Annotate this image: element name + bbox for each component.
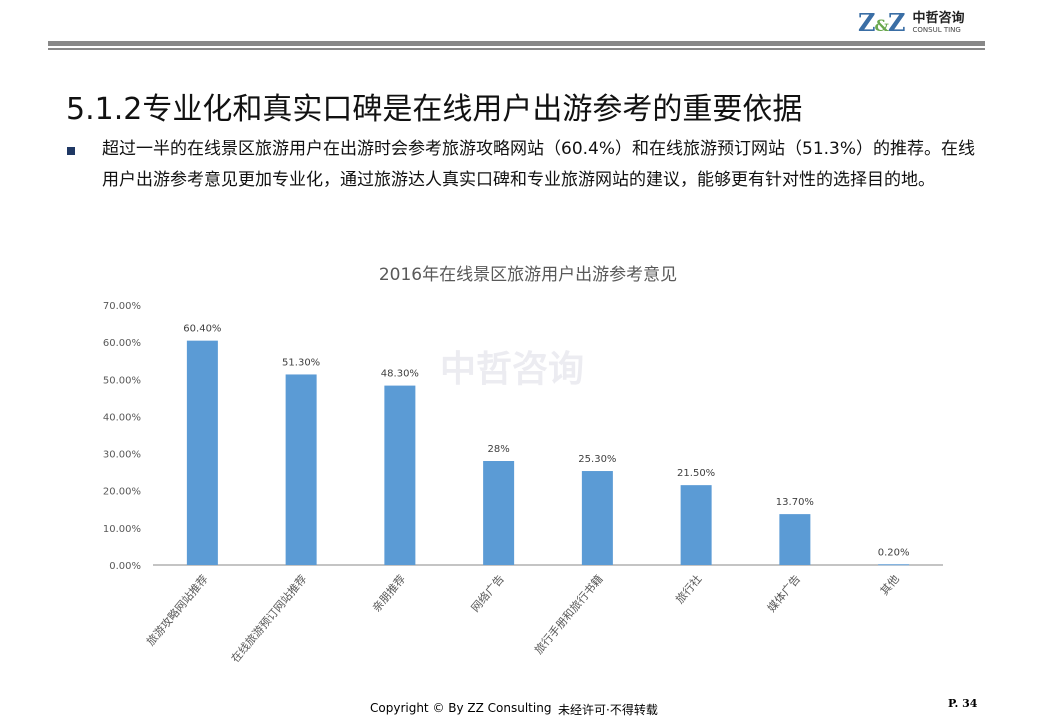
y-tick-label: 70.00% [103,301,141,312]
header-divider [48,41,985,46]
notice: 未经许可·不得转载 [558,703,658,717]
y-tick-label: 0.00% [109,561,141,572]
y-tick-label: 40.00% [103,412,141,423]
x-tick-label: 媒体广告 [764,572,803,615]
body-text: 超过一半的在线景区旅游用户在出游时会参考旅游攻略网站（60.4%）和在线旅游预订… [102,139,976,190]
y-tick-label: 10.00% [103,524,141,535]
data-label: 25.30% [578,454,616,465]
x-tick-label: 亲朋推荐 [369,572,408,615]
logo-mark: Z&Z [858,8,906,37]
x-tick-label: 旅行手册和旅行书籍 [531,572,605,657]
page-title: 5.1.2专业化和真实口碑是在线用户出游参考的重要依据 [66,92,803,127]
bar [186,340,218,565]
header-divider-thin [48,48,985,50]
y-tick-label: 50.00% [103,375,141,386]
watermark: 中哲咨询 [440,349,585,390]
x-tick-label: 在线旅游预订网站推荐 [228,572,309,665]
y-tick-label: 30.00% [103,450,141,461]
logo: Z&Z 中哲咨询 CONSUL TING [858,8,965,37]
bar [483,461,515,565]
y-tick-label: 60.00% [103,338,141,349]
x-tick-label: 旅游攻略网站推荐 [143,572,210,648]
y-tick-label: 20.00% [103,487,141,498]
data-label: 48.30% [381,369,419,380]
x-tick-label: 旅行社 [672,572,704,606]
copyright: Copyright © By ZZ Consulting [370,701,552,715]
x-tick-label: 网络广告 [468,572,507,615]
bullet-icon [67,147,75,155]
logo-cn: 中哲咨询 [912,10,965,26]
x-tick-label: 其他 [878,573,902,598]
bar [779,514,811,565]
bar [680,485,712,565]
bar [581,471,613,565]
logo-en: CONSUL TING [912,25,961,34]
bar [285,374,317,565]
data-label: 21.50% [677,468,715,479]
page-number: P. 34 [948,697,978,710]
bar [878,564,910,566]
data-label: 60.40% [183,324,221,335]
bar [384,385,416,565]
chart-title: 2016年在线景区旅游用户出游参考意见 [379,265,677,285]
data-label: 51.30% [282,357,320,368]
data-label: 13.70% [776,497,814,508]
data-label: 0.20% [878,547,910,558]
data-label: 28% [488,444,510,455]
